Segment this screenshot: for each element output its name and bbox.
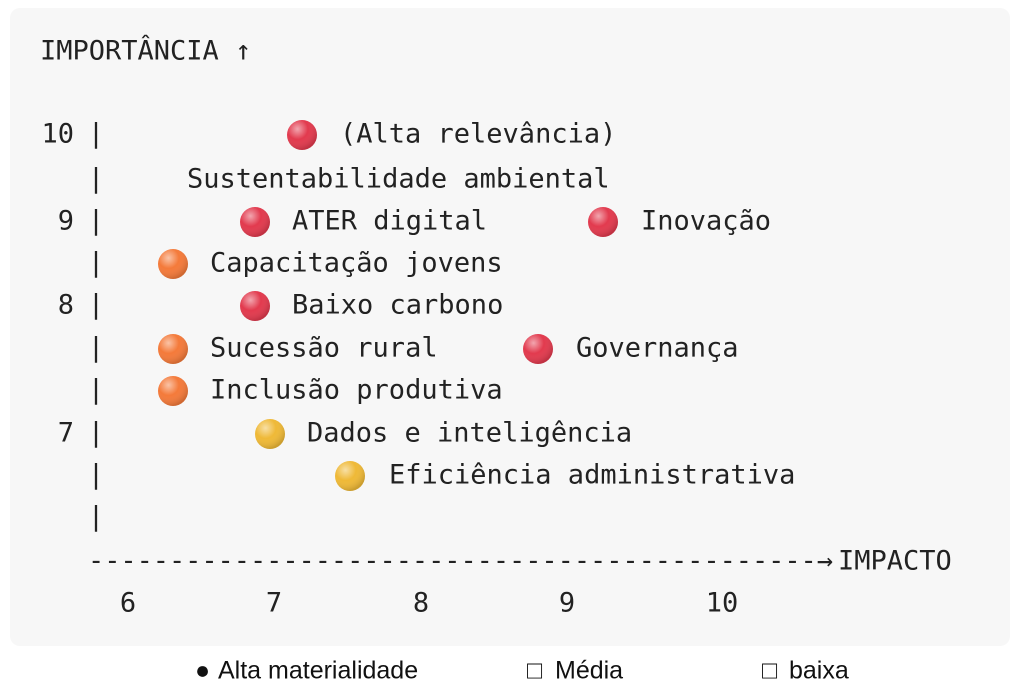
item-label: Inovação: [641, 206, 771, 237]
legend-label: Alta materialidade: [218, 657, 418, 685]
axis-bar: |: [88, 333, 104, 364]
legend-label: baixa: [789, 657, 849, 685]
y-tick: 8: [58, 290, 74, 321]
dot-shine: [158, 376, 188, 406]
y-tick: 10: [41, 119, 74, 150]
x-tick: 8: [413, 588, 429, 619]
y-tick: 9: [58, 206, 74, 237]
axis-bar: |: [88, 119, 104, 150]
item-label: Dados e inteligência: [307, 418, 632, 449]
dot-shine: [158, 249, 188, 279]
x-tick: 10: [706, 588, 739, 619]
axis-bar: |: [88, 290, 104, 321]
legend-symbol: □: [527, 657, 543, 685]
legend-symbol: □: [762, 657, 778, 685]
dot-shine: [588, 207, 618, 237]
legend-label: Média: [555, 657, 623, 685]
axis-bar: |: [88, 164, 104, 195]
dot-shine: [287, 120, 317, 150]
item-label: Eficiência administrativa: [389, 460, 795, 491]
axis-bar: |: [88, 502, 104, 533]
y-tick: 7: [58, 418, 74, 449]
legend-symbol: ●: [195, 657, 210, 685]
dot-shine: [158, 334, 188, 364]
axis-bar: |: [88, 460, 104, 491]
dot-shine: [240, 291, 270, 321]
x-axis-line: ----------------------------------------…: [88, 546, 833, 577]
item-label: (Alta relevância): [340, 119, 616, 150]
y-title: IMPORTÂNCIA ↑: [40, 35, 251, 67]
dot-shine: [255, 419, 285, 449]
item-label: Inclusão produtiva: [210, 375, 503, 406]
axis-bar: |: [88, 248, 104, 279]
dot-shine: [240, 207, 270, 237]
item-label: Baixo carbono: [292, 290, 503, 321]
item-label: Sustentabilidade ambiental: [187, 164, 610, 195]
axis-bar: |: [88, 418, 104, 449]
code-block: [10, 8, 1010, 646]
item-label: ATER digital: [292, 206, 487, 237]
x-tick: 9: [559, 588, 575, 619]
item-label: Governança: [576, 333, 739, 364]
axis-bar: |: [88, 206, 104, 237]
dot-shine: [523, 334, 553, 364]
item-label: Sucessão rural: [210, 333, 438, 364]
item-label: Capacitação jovens: [210, 248, 503, 279]
axis-bar: |: [88, 375, 104, 406]
x-tick: 7: [266, 588, 282, 619]
x-title: IMPACTO: [838, 546, 952, 577]
dot-shine: [335, 461, 365, 491]
x-tick: 6: [120, 588, 136, 619]
